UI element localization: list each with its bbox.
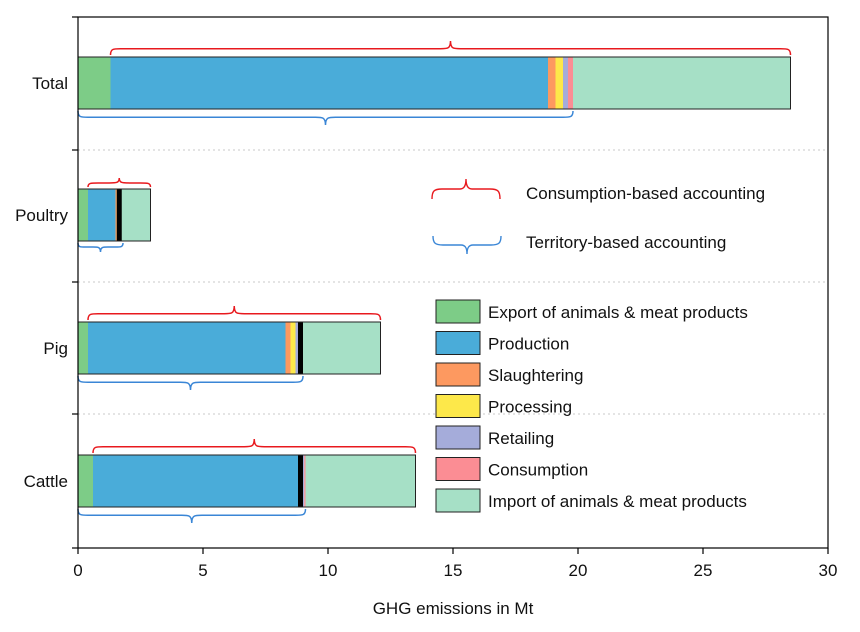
consumption-bracket-total — [109, 40, 792, 56]
legend-swatch-production — [435, 331, 481, 355]
category-label-total: Total — [32, 74, 68, 93]
x-tick-label: 30 — [819, 561, 838, 580]
legend-swatch-consumption — [435, 457, 481, 481]
legend-label-retailing: Retailing — [488, 429, 554, 448]
territory-bracket-poultry — [77, 242, 124, 253]
x-axis-label: GHG emissions in Mt — [373, 599, 534, 618]
bar-cattle-import-of-animals-and-meat-products — [305, 455, 416, 507]
bar-total-export-of-animals-and-meat-products — [78, 57, 111, 109]
legend-consumption-label: Consumption-based accounting — [526, 184, 765, 203]
brackets-layer — [77, 40, 792, 524]
bar-total-production — [110, 57, 548, 109]
axes-layer: 0 5 10 15 20 25 30 Total Poultry Pig Cattle — [15, 16, 838, 580]
bar-total-consumption — [568, 57, 573, 109]
segment-separator-cattle — [298, 455, 303, 507]
segment-separator-pig — [298, 322, 303, 374]
category-label-poultry: Poultry — [15, 206, 68, 225]
bar-total-slaughtering — [548, 57, 556, 109]
bar-pig-processing — [290, 322, 296, 374]
bar-poultry-slaughtering — [115, 189, 117, 241]
bar-pig-production — [88, 322, 286, 374]
legend-swatch-export-of-animals-and-meat-products — [435, 299, 481, 324]
legend: Consumption-based accounting Territory-b… — [431, 178, 765, 513]
series-legend: Export of animals & meat products Product… — [435, 299, 748, 513]
bar-cattle-consumption — [304, 455, 306, 507]
legend-label-processing: Processing — [488, 398, 572, 417]
x-tick-label: 5 — [198, 561, 207, 580]
legend-label-production: Production — [488, 335, 569, 354]
territory-bracket-cattle — [77, 508, 307, 524]
territory-bracket-pig — [77, 375, 304, 391]
bar-total-import-of-animals-and-meat-products — [573, 57, 791, 109]
bar-cattle-retailing — [303, 455, 305, 507]
bar-cattle-production — [93, 455, 301, 507]
consumption-bracket-cattle — [92, 438, 417, 454]
consumption-bracket-pig — [87, 305, 382, 321]
category-label-pig: Pig — [43, 339, 68, 358]
segment-separator-poultry — [116, 189, 122, 241]
legend-territory-label: Territory-based accounting — [526, 233, 726, 252]
bar-pig-retailing — [295, 322, 298, 374]
consumption-bracket-poultry — [87, 177, 152, 188]
x-tick-label: 10 — [319, 561, 338, 580]
bar-pig-import-of-animals-and-meat-products — [300, 322, 381, 374]
bar-poultry-production — [88, 189, 116, 241]
x-tick-label: 15 — [444, 561, 463, 580]
category-label-cattle: Cattle — [24, 472, 68, 491]
bar-poultry-import-of-animals-and-meat-products — [120, 189, 151, 241]
bar-total-processing — [555, 57, 563, 109]
legend-territory-bracket-icon — [432, 235, 502, 255]
legend-label-export-of-animals-and-meat-products: Export of animals & meat products — [488, 303, 748, 322]
bar-poultry-export-of-animals-and-meat-products — [78, 189, 88, 241]
x-tick-label: 25 — [694, 561, 713, 580]
bar-total-retailing — [563, 57, 568, 109]
bar-cattle-export-of-animals-and-meat-products — [78, 455, 93, 507]
x-tick-label: 0 — [73, 561, 82, 580]
territory-bracket-total — [77, 110, 574, 126]
bracket-legend: Consumption-based accounting Territory-b… — [431, 178, 765, 255]
x-tick-label: 20 — [569, 561, 588, 580]
legend-consumption-bracket-icon — [431, 178, 501, 200]
bar-pig-slaughtering — [285, 322, 291, 374]
legend-swatch-import-of-animals-and-meat-products — [435, 488, 481, 513]
bar-pig-export-of-animals-and-meat-products — [78, 322, 88, 374]
legend-swatch-slaughtering — [435, 362, 481, 387]
legend-swatch-processing — [435, 394, 481, 418]
legend-label-consumption: Consumption — [488, 461, 588, 480]
legend-label-import-of-animals-and-meat-products: Import of animals & meat products — [488, 492, 747, 511]
legend-swatch-retailing — [435, 425, 481, 450]
legend-label-slaughtering: Slaughtering — [488, 366, 583, 385]
